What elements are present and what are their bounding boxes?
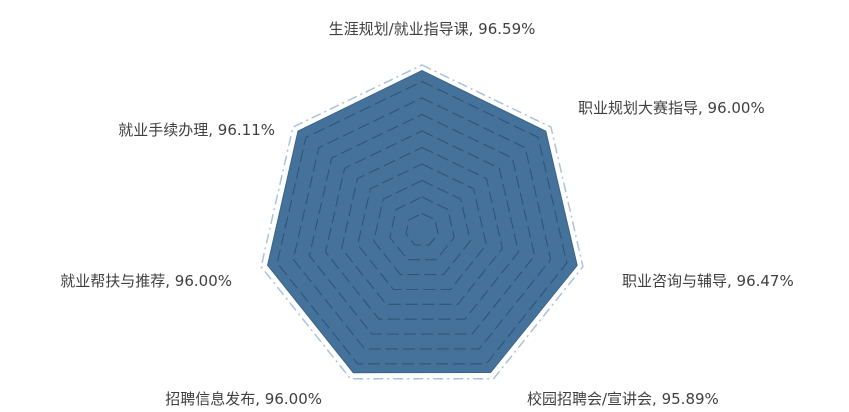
grid-ring-4 bbox=[357, 163, 487, 291]
outer-grid bbox=[260, 64, 584, 380]
category-label-2: 职业规划大赛指导, 96.00% bbox=[578, 99, 765, 117]
inner-grid bbox=[276, 80, 568, 365]
category-label-1: 生涯规划/就业指导课, 96.59% bbox=[329, 20, 536, 38]
data-area-polygon bbox=[267, 70, 578, 374]
category-label-7: 就业手续办理, 96.11% bbox=[118, 121, 275, 139]
axis-labels: 生涯规划/就业指导课, 96.59% 职业规划大赛指导, 96.00% 职业咨询与辅… bbox=[60, 20, 793, 408]
grid-ring-9 bbox=[276, 80, 568, 365]
grid-ring-outer bbox=[260, 64, 584, 380]
category-label-3: 职业咨询与辅导, 96.47% bbox=[622, 272, 794, 290]
category-label-4: 校园招聘会/宣讲会, 95.89% bbox=[527, 390, 719, 408]
category-label-5: 招聘信息发布, 96.00% bbox=[165, 390, 322, 408]
category-label-6: 就业帮扶与推荐, 96.00% bbox=[60, 272, 232, 290]
grid-ring-5 bbox=[341, 146, 503, 305]
grid-ring-7 bbox=[308, 113, 536, 335]
grid-ring-6 bbox=[324, 130, 520, 320]
grid-ring-8 bbox=[292, 97, 552, 350]
